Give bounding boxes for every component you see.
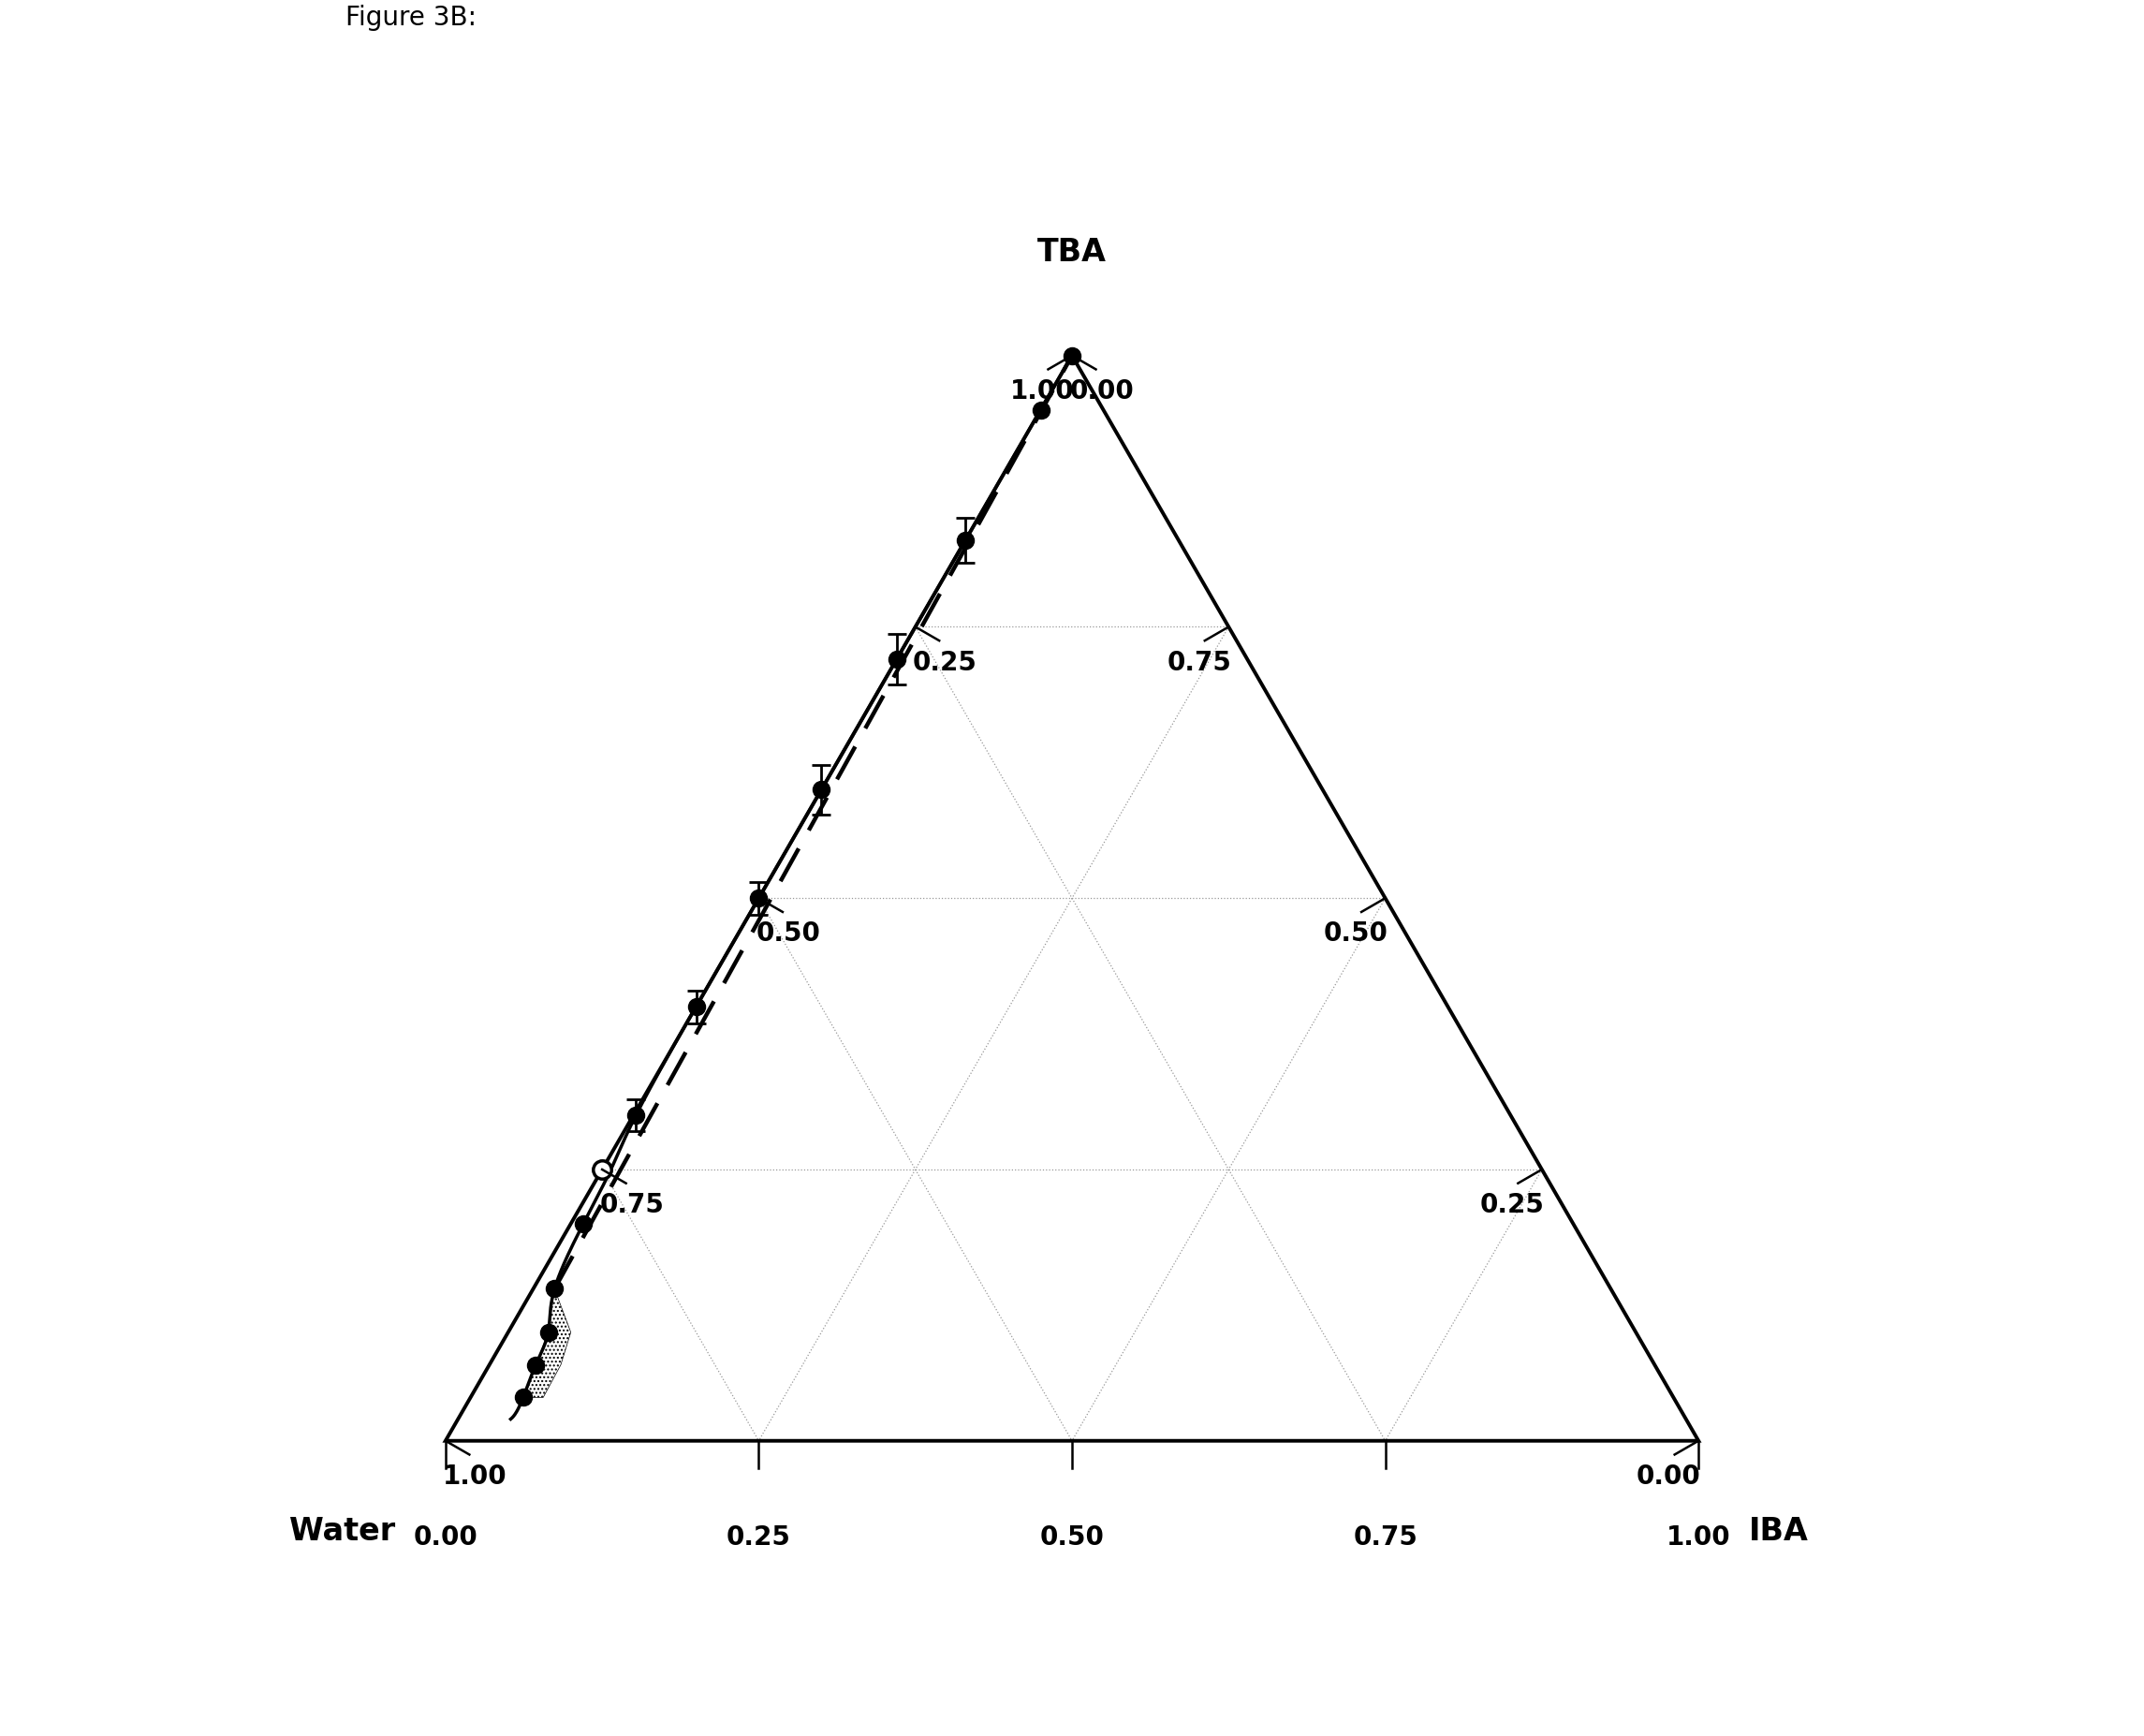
Text: Water: Water (289, 1516, 394, 1547)
Text: 0.25: 0.25 (727, 1524, 791, 1550)
Text: TBA: TBA (1038, 236, 1106, 267)
Text: 0.25: 0.25 (1479, 1193, 1544, 1219)
Text: 1.00: 1.00 (1666, 1524, 1730, 1550)
Text: 1.00: 1.00 (1010, 378, 1074, 404)
Text: 0.75: 0.75 (600, 1193, 665, 1219)
Text: 0.25: 0.25 (913, 649, 978, 675)
Text: 0.50: 0.50 (1040, 1524, 1104, 1550)
Text: 0.75: 0.75 (1353, 1524, 1417, 1550)
Text: 0.75: 0.75 (1166, 649, 1231, 675)
Text: 0.50: 0.50 (1323, 920, 1387, 948)
Text: Figure 3B:: Figure 3B: (345, 5, 476, 31)
Text: 1.00: 1.00 (444, 1463, 508, 1489)
Text: 0.50: 0.50 (757, 920, 821, 948)
Text: 0.00: 0.00 (1070, 378, 1134, 404)
Text: 0.00: 0.00 (414, 1524, 478, 1550)
Text: 0.00: 0.00 (1636, 1463, 1700, 1489)
Text: IBA: IBA (1750, 1516, 1807, 1547)
